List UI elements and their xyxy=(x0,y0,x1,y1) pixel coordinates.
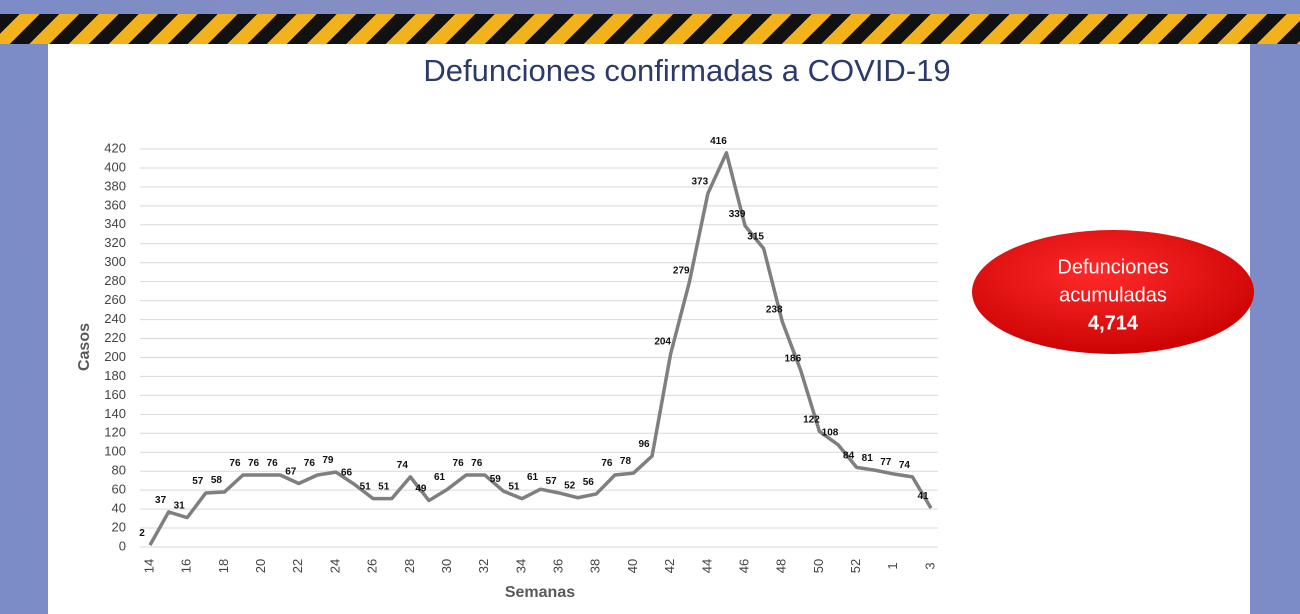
data-label: 96 xyxy=(639,439,651,450)
x-tick-label: 26 xyxy=(365,559,380,573)
data-label: 84 xyxy=(843,450,855,461)
callout-ellipse xyxy=(972,230,1254,354)
data-label: 76 xyxy=(471,458,483,469)
data-label: 108 xyxy=(822,428,839,439)
x-tick-label: 30 xyxy=(439,559,454,573)
x-tick-label: 24 xyxy=(327,559,342,573)
x-tick-label: 20 xyxy=(253,559,268,573)
x-tick-label: 18 xyxy=(216,559,231,573)
y-tick-label: 180 xyxy=(104,368,126,383)
data-label: 77 xyxy=(880,457,892,468)
data-label: 51 xyxy=(508,482,520,493)
y-tick-label: 60 xyxy=(112,482,126,497)
x-tick-label: 22 xyxy=(290,559,305,573)
y-tick-label: 240 xyxy=(104,311,126,326)
callout-total: 4,714 xyxy=(1088,312,1139,334)
y-tick-label: 100 xyxy=(104,444,126,459)
x-tick-label: 46 xyxy=(736,559,751,573)
data-label: 76 xyxy=(601,458,613,469)
y-tick-label: 380 xyxy=(104,178,126,193)
y-tick-label: 220 xyxy=(104,330,126,345)
x-tick-label: 3 xyxy=(922,562,937,569)
data-label: 76 xyxy=(304,458,316,469)
data-label: 74 xyxy=(397,460,409,471)
x-tick-label: 32 xyxy=(476,559,491,573)
data-label: 204 xyxy=(654,337,671,348)
data-label: 79 xyxy=(322,455,334,466)
y-tick-label: 420 xyxy=(104,140,126,155)
x-tick-label: 44 xyxy=(699,559,714,573)
data-label: 76 xyxy=(453,458,465,469)
callout-text: Defunciones xyxy=(1057,256,1168,278)
x-tick-label: 14 xyxy=(141,559,156,573)
data-label: 41 xyxy=(917,491,929,502)
data-label: 122 xyxy=(803,414,820,425)
x-tick-label: 38 xyxy=(588,559,603,573)
data-label: 279 xyxy=(673,266,690,277)
x-axis-label: Semanas xyxy=(505,584,575,601)
data-label: 186 xyxy=(784,354,801,365)
hazard-stripe xyxy=(0,14,1300,44)
y-tick-label: 140 xyxy=(104,406,126,421)
x-tick-label: 52 xyxy=(848,559,863,573)
data-label: 81 xyxy=(862,453,874,464)
x-tick-label: 1 xyxy=(885,562,900,569)
data-label: 74 xyxy=(899,460,911,471)
y-tick-label: 80 xyxy=(112,463,126,478)
x-tick-label: 34 xyxy=(513,559,528,573)
y-tick-label: 120 xyxy=(104,425,126,440)
data-label: 58 xyxy=(211,475,223,486)
data-label: 49 xyxy=(415,484,427,495)
y-tick-label: 20 xyxy=(112,519,126,534)
data-label: 37 xyxy=(155,495,167,506)
data-label: 76 xyxy=(248,458,260,469)
data-label: 238 xyxy=(766,304,783,315)
y-tick-label: 360 xyxy=(104,197,126,212)
data-label: 66 xyxy=(341,467,353,478)
data-label: 51 xyxy=(360,482,372,493)
y-tick-label: 0 xyxy=(119,538,126,553)
x-tick-label: 28 xyxy=(402,559,417,573)
data-label: 78 xyxy=(620,456,632,467)
x-tick-label: 50 xyxy=(811,559,826,573)
data-label: 56 xyxy=(583,477,595,488)
data-label: 416 xyxy=(710,136,727,147)
data-label: 59 xyxy=(490,474,502,485)
data-label: 52 xyxy=(564,481,576,492)
chart-title: Defunciones confirmadas a COVID-19 xyxy=(423,53,950,88)
y-tick-label: 160 xyxy=(104,387,126,402)
y-tick-label: 300 xyxy=(104,254,126,269)
y-tick-label: 40 xyxy=(112,501,126,516)
x-tick-label: 36 xyxy=(551,559,566,573)
x-tick-label: 16 xyxy=(179,559,194,573)
data-label: 76 xyxy=(267,458,279,469)
y-tick-label: 400 xyxy=(104,159,126,174)
data-label: 61 xyxy=(434,472,446,483)
y-axis-label: Casos xyxy=(76,323,93,371)
data-label: 51 xyxy=(378,482,390,493)
data-label: 57 xyxy=(192,476,204,487)
data-label: 57 xyxy=(546,476,558,487)
data-label: 61 xyxy=(527,472,539,483)
data-label: 2 xyxy=(139,528,145,539)
data-label: 315 xyxy=(747,232,764,243)
callout-text: acumuladas xyxy=(1059,284,1167,306)
x-tick-label: 48 xyxy=(774,559,789,573)
data-label: 67 xyxy=(285,467,297,478)
data-label: 373 xyxy=(692,177,709,188)
x-tick-label: 42 xyxy=(662,559,677,573)
y-tick-label: 260 xyxy=(104,292,126,307)
y-tick-label: 200 xyxy=(104,349,126,364)
data-label: 31 xyxy=(174,501,186,512)
y-tick-label: 280 xyxy=(104,273,126,288)
y-tick-label: 340 xyxy=(104,216,126,231)
y-tick-label: 320 xyxy=(104,235,126,250)
data-label: 339 xyxy=(729,209,746,220)
x-tick-label: 40 xyxy=(625,559,640,573)
data-label: 76 xyxy=(229,458,241,469)
line xyxy=(148,151,933,546)
